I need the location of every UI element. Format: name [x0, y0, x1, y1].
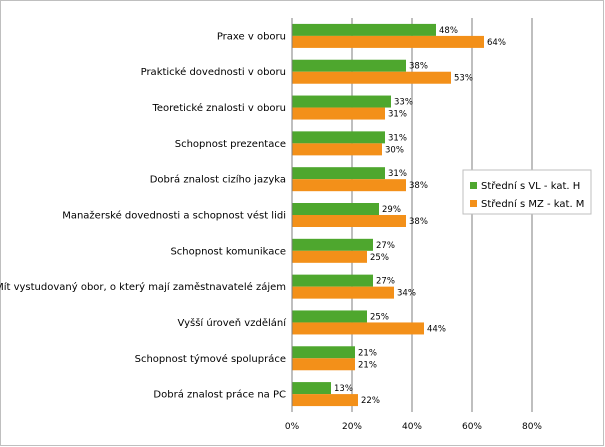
legend-label-mz: Střední s MZ - kat. M: [481, 198, 584, 210]
category-label: Schopnost prezentace: [175, 139, 286, 150]
category-label: Dobrá znalost cizího jazyka: [150, 174, 286, 186]
bar-mz: [292, 394, 358, 407]
data-label: 53%: [454, 74, 473, 84]
x-tick-labels: 0% 20% 40% 60% 80%: [285, 422, 543, 432]
data-label: 31%: [388, 110, 407, 120]
bar-mz: [292, 143, 382, 156]
bar-mz: [292, 179, 406, 192]
data-label: 38%: [409, 217, 428, 227]
legend-swatch-mz: [470, 200, 477, 207]
bar-vl: [292, 59, 406, 72]
data-label: 38%: [409, 62, 428, 72]
bar-vl: [292, 382, 331, 395]
bar-vl: [292, 238, 373, 251]
bar-vl: [292, 203, 379, 215]
data-label: 25%: [370, 253, 389, 263]
bars: [292, 23, 484, 407]
legend-swatch-vl: [470, 182, 477, 189]
category-label: Vyšší úroveň vzdělání: [178, 317, 288, 329]
bar-vl: [292, 131, 385, 144]
category-label: Mít vystudovaný obor, o který mají zaměs…: [0, 281, 286, 293]
bar-vl: [292, 274, 373, 287]
category-label: Schopnost týmové spolupráce: [135, 353, 286, 365]
bar-vl: [292, 167, 385, 180]
data-label: 27%: [376, 277, 395, 287]
x-tick-label: 80%: [522, 422, 542, 432]
bar-mz: [292, 107, 385, 120]
data-label: 27%: [376, 241, 395, 251]
legend-box: [462, 169, 592, 215]
data-label: 33%: [394, 98, 413, 108]
bar-vl: [292, 310, 367, 323]
data-label: 29%: [382, 205, 401, 215]
category-label: Dobrá znalost práce na PC: [153, 389, 286, 401]
bar-mz: [292, 322, 424, 335]
bar-vl: [292, 346, 355, 359]
bar-mz: [292, 71, 451, 84]
data-label: 64%: [487, 38, 506, 48]
category-labels: Praxe v oboru Praktické dovednosti v obor…: [0, 31, 287, 400]
data-label: 31%: [388, 169, 407, 179]
x-tick-label: 60%: [462, 422, 482, 432]
data-label: 21%: [358, 348, 377, 358]
bar-mz: [292, 35, 484, 48]
data-label: 30%: [385, 145, 404, 155]
legend: Střední s VL - kat. H Střední s MZ - kat…: [462, 169, 592, 215]
data-label: 21%: [358, 360, 377, 370]
bar-mz: [292, 286, 394, 299]
data-label: 31%: [388, 133, 407, 143]
category-label: Schopnost komunikace: [170, 246, 286, 257]
bar-vl: [292, 95, 391, 108]
data-label: 22%: [361, 396, 380, 406]
data-label: 48%: [439, 26, 458, 36]
category-label: Praktické dovednosti v oboru: [141, 66, 286, 78]
x-tick-label: 0%: [285, 422, 300, 432]
category-label: Manažerské dovednosti a schopnost vést l…: [62, 210, 286, 222]
data-label: 44%: [427, 324, 446, 334]
data-label: 25%: [370, 312, 389, 322]
bar-vl: [292, 23, 436, 36]
data-label: 38%: [409, 181, 428, 191]
data-label: 13%: [334, 384, 353, 394]
bar-mz: [292, 215, 406, 227]
data-labels: 48%64%38%53%33%31%31%30%31%38%29%38%27%2…: [334, 26, 506, 406]
x-tick-label: 40%: [402, 422, 422, 432]
bar-mz: [292, 358, 355, 371]
x-tick-label: 20%: [342, 422, 362, 432]
legend-label-vl: Střední s VL - kat. H: [481, 180, 580, 192]
category-label: Praxe v oboru: [217, 31, 286, 42]
data-label: 34%: [397, 289, 416, 299]
category-label: Teoretické znalosti v oboru: [151, 102, 286, 114]
bar-mz: [292, 250, 367, 263]
